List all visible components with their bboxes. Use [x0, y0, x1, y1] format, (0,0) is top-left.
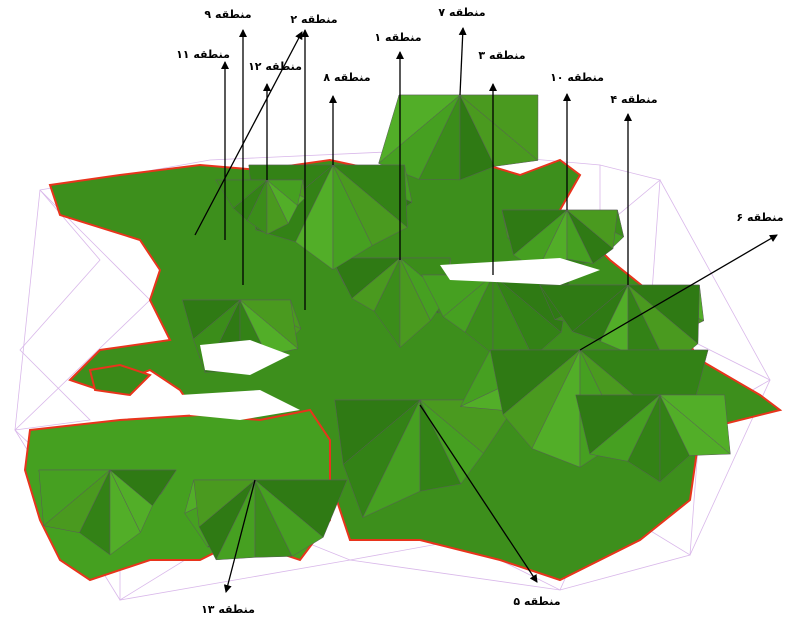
arrow [579, 234, 778, 351]
facet [254, 479, 348, 538]
region-label: منطقه ۴ [610, 93, 657, 106]
region-label: منطقه ۱۲ [248, 60, 302, 73]
arrow [458, 27, 467, 96]
region-label: منطقه ۷ [438, 6, 485, 19]
facet [566, 209, 618, 250]
region-label: منطقه ۳ [478, 49, 525, 62]
region-label: منطقه ۵ [513, 595, 560, 608]
facet [239, 299, 299, 350]
region-label: منطقه ۹ [204, 8, 251, 21]
facet [266, 179, 304, 207]
arrow [223, 479, 256, 593]
region-label: منطقه ۸ [323, 71, 370, 84]
gaps [180, 258, 600, 420]
facet [659, 394, 731, 455]
region-label: منطقه ۱۰ [550, 71, 604, 84]
facet [109, 469, 177, 507]
facet [332, 164, 408, 228]
region-label: منطقه ۱۳ [201, 603, 255, 616]
region-label: منطقه ۶ [736, 211, 783, 224]
peaks [38, 94, 731, 561]
facet [627, 284, 700, 345]
facet [459, 94, 539, 161]
region-label: منطقه ۱ [374, 31, 421, 44]
annotations: منطقه ۹ منطقه ۲ منطقه ۷ منطقه ۱ منطقه ۱۱… [176, 6, 784, 616]
arrow [419, 404, 538, 583]
region-label: منطقه ۲ [290, 13, 337, 26]
arrow [194, 31, 303, 236]
region-label: منطقه ۱۱ [176, 48, 230, 61]
